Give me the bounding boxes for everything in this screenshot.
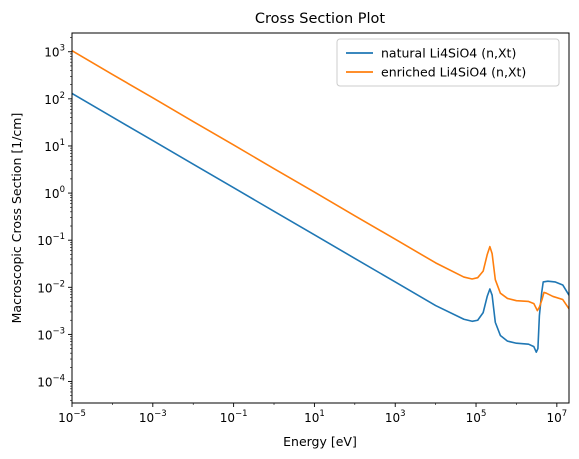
y-tick-label: 10−2: [37, 279, 65, 295]
y-tick-label: 103: [44, 44, 65, 60]
legend-box: [336, 38, 560, 87]
legend: natural Li4SiO4 (n,Xt) enriched Li4SiO4 (…: [336, 38, 560, 87]
y-tick-label: 10−3: [37, 326, 65, 342]
x-tick-label: 103: [385, 409, 406, 425]
series-line-0: [72, 92, 569, 353]
y-tick-label: 10−4: [37, 374, 65, 390]
legend-label-0: natural Li4SiO4 (n,Xt): [381, 46, 516, 61]
y-tick-label: 101: [44, 138, 65, 154]
y-tick-label: 100: [44, 185, 65, 201]
x-tick-label: 10−3: [139, 409, 167, 425]
y-tick-label: 102: [44, 91, 65, 107]
x-axis-label: Energy [eV]: [283, 434, 357, 449]
x-tick-label: 10−1: [220, 409, 248, 425]
legend-label-1: enriched Li4SiO4 (n,Xt): [381, 65, 526, 80]
plot-frame: [71, 32, 570, 404]
y-axis-label: Macroscopic Cross Section [1/cm]: [9, 113, 24, 324]
series-line-1: [72, 50, 569, 312]
axes: 10−5 10−3 10−1 101 103 105 107 10−4 10−3 10−2 10−1…: [37, 32, 570, 425]
x-tick-label: 101: [304, 409, 325, 425]
x-tick-label: 10−5: [58, 409, 86, 425]
x-tick-label: 107: [546, 409, 567, 425]
x-tick-label: 105: [466, 409, 487, 425]
chart-title: Cross Section Plot: [255, 11, 385, 27]
plot-area: [72, 50, 569, 353]
y-tick-label: 10−1: [37, 232, 65, 248]
